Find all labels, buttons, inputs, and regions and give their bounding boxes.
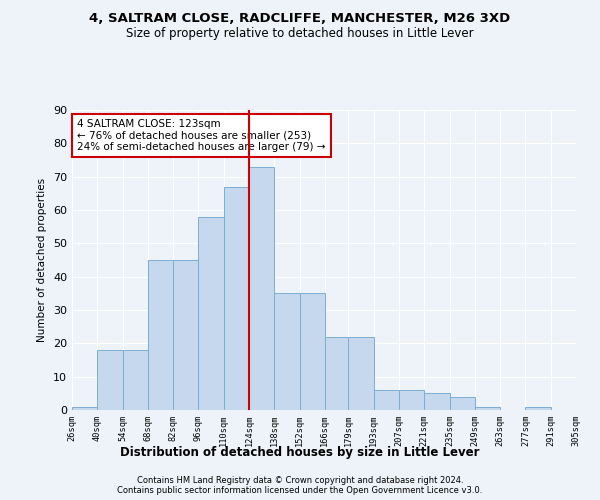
Text: Contains public sector information licensed under the Open Government Licence v3: Contains public sector information licen… — [118, 486, 482, 495]
Bar — [325, 336, 349, 410]
Bar — [349, 336, 374, 410]
Bar — [576, 406, 600, 410]
Text: 4 SALTRAM CLOSE: 123sqm
← 76% of detached houses are smaller (253)
24% of semi-d: 4 SALTRAM CLOSE: 123sqm ← 76% of detache… — [77, 119, 326, 152]
Bar — [173, 260, 199, 410]
Text: Size of property relative to detached houses in Little Lever: Size of property relative to detached ho… — [126, 28, 474, 40]
Text: Contains HM Land Registry data © Crown copyright and database right 2024.: Contains HM Land Registry data © Crown c… — [137, 476, 463, 485]
Bar — [449, 396, 475, 410]
Bar — [224, 186, 249, 410]
Bar — [199, 216, 224, 410]
Bar — [399, 390, 424, 410]
Bar — [526, 406, 551, 410]
Bar — [249, 166, 274, 410]
Text: 4, SALTRAM CLOSE, RADCLIFFE, MANCHESTER, M26 3XD: 4, SALTRAM CLOSE, RADCLIFFE, MANCHESTER,… — [89, 12, 511, 26]
Bar — [122, 350, 148, 410]
Bar — [424, 394, 449, 410]
Text: Distribution of detached houses by size in Little Lever: Distribution of detached houses by size … — [120, 446, 480, 459]
Bar — [148, 260, 173, 410]
Bar — [475, 406, 500, 410]
Bar — [299, 294, 325, 410]
Bar — [97, 350, 122, 410]
Y-axis label: Number of detached properties: Number of detached properties — [37, 178, 47, 342]
Bar — [374, 390, 399, 410]
Bar — [274, 294, 299, 410]
Bar — [72, 406, 97, 410]
